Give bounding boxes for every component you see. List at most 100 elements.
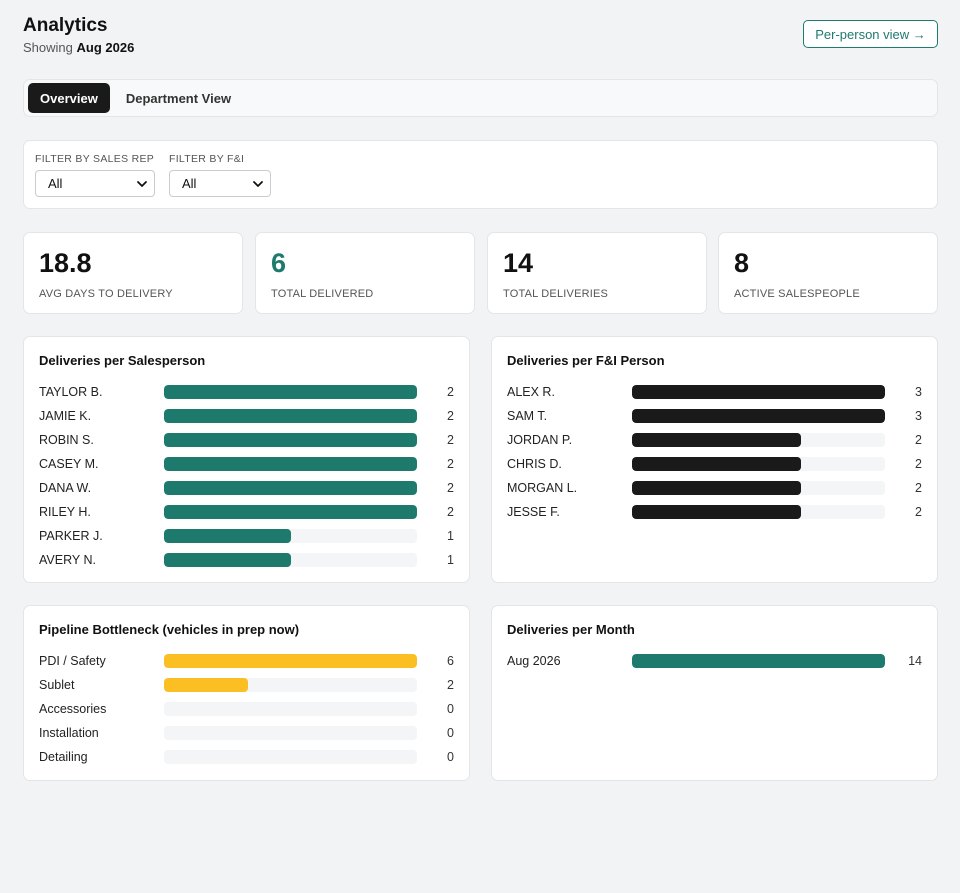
bar-value: 2 [447,505,454,519]
bar-track [164,457,417,471]
bar-track [164,750,417,764]
bar-label: Detailing [39,750,88,764]
bar-label: ALEX R. [507,385,555,399]
bar-label: CHRIS D. [507,457,562,471]
fi-select[interactable]: All [169,170,271,197]
tab-department-view[interactable]: Department View [125,90,232,106]
bar-label: ROBIN S. [39,433,94,447]
period-subtitle: Showing Aug 2026 [23,40,938,55]
bar-fill [164,385,417,399]
card-title: Deliveries per Salesperson [39,353,206,368]
bar-track [632,654,885,668]
bar-track [164,481,417,495]
pipeline-bottleneck-card: Pipeline Bottleneck (vehicles in prep no… [23,605,470,781]
tab-overview[interactable]: Overview [28,83,110,113]
page-header: Analytics Showing Aug 2026 Per-person vi… [23,14,938,58]
bar-row: RILEY H. 2 [39,504,454,520]
bar-value: 3 [915,409,922,423]
bar-value: 2 [915,481,922,495]
bar-label: PDI / Safety [39,654,106,668]
bar-track [164,529,417,543]
bar-row: CHRIS D. 2 [507,456,922,472]
bar-fill [164,529,291,543]
bar-fill [632,433,801,447]
bar-fill [632,654,885,668]
per-person-view-button[interactable]: Per-person view → [803,20,938,48]
bar-row: ALEX R. 3 [507,384,922,400]
bar-label: Aug 2026 [507,654,561,668]
bar-row: Accessories 0 [39,701,454,717]
bar-fill [164,505,417,519]
bar-track [164,409,417,423]
bar-label: SAM T. [507,409,548,423]
bar-row: CASEY M. 2 [39,456,454,472]
bar-label: JAMIE K. [39,409,92,423]
bar-value: 3 [915,385,922,399]
bar-track [164,678,417,692]
bar-fill [632,385,885,399]
card-title: Deliveries per F&I Person [507,353,665,368]
bar-fill [632,505,801,519]
bar-label: AVERY N. [39,553,96,567]
bar-track [164,385,417,399]
view-tabs: Overview Department View [23,79,938,117]
chevron-down-icon [137,180,147,187]
bar-label: JESSE F. [507,505,560,519]
bar-track [164,702,417,716]
bar-value: 1 [447,529,454,543]
stat-value: 14 [503,248,534,278]
bar-value: 1 [447,553,454,567]
bar-value: 0 [447,726,454,740]
bar-label: RILEY H. [39,505,91,519]
stat-value: 6 [271,248,287,278]
bar-value: 0 [447,702,454,716]
chevron-down-icon [253,180,263,187]
bar-row: PARKER J. 1 [39,528,454,544]
bar-track [632,433,885,447]
sales-rep-filter: FILTER BY SALES REP All [35,153,155,208]
stat-card-total-deliveries: 14 TOTAL DELIVERIES [487,232,707,314]
bar-row: SAM T. 3 [507,408,922,424]
filters-panel: FILTER BY SALES REP All FILTER BY F&I Al… [23,140,938,209]
bar-fill [164,678,249,692]
bar-row: JESSE F. 2 [507,504,922,520]
bar-label: Installation [39,726,99,740]
bar-label: JORDAN P. [507,433,573,447]
fi-filter-label: FILTER BY F&I [169,153,245,165]
fi-select-value: All [182,176,197,191]
stat-card-avg-days: 18.8 AVG DAYS TO DELIVERY [23,232,243,314]
bar-fill [164,409,417,423]
bar-label: Sublet [39,678,75,692]
bar-value: 2 [447,385,454,399]
card-title: Deliveries per Month [507,622,635,637]
deliveries-per-salesperson-card: Deliveries per Salesperson TAYLOR B. 2 JAM… [23,336,470,583]
bar-fill [164,457,417,471]
stat-label: AVG DAYS TO DELIVERY [39,288,173,300]
bar-track [632,505,885,519]
bar-row: Sublet 2 [39,677,454,693]
bar-track [164,726,417,740]
bar-row: MORGAN L. 2 [507,480,922,496]
bar-track [164,505,417,519]
bar-fill [632,457,801,471]
stat-label: ACTIVE SALESPEOPLE [734,288,860,300]
bar-row: ROBIN S. 2 [39,432,454,448]
bar-fill [164,654,417,668]
bar-value: 14 [908,654,922,668]
bar-value: 2 [447,678,454,692]
bar-value: 2 [447,433,454,447]
bar-label: TAYLOR B. [39,385,103,399]
card-title: Pipeline Bottleneck (vehicles in prep no… [39,622,300,637]
bar-fill [632,409,885,423]
bar-track [164,433,417,447]
bar-row: AVERY N. 1 [39,552,454,568]
stat-value: 18.8 [39,248,92,278]
sales-rep-select[interactable]: All [35,170,155,197]
bar-value: 2 [915,457,922,471]
bar-track [632,409,885,423]
page-title: Analytics [23,15,108,36]
bar-value: 2 [447,409,454,423]
bar-row: JORDAN P. 2 [507,432,922,448]
bar-fill [164,433,417,447]
bar-value: 2 [915,433,922,447]
